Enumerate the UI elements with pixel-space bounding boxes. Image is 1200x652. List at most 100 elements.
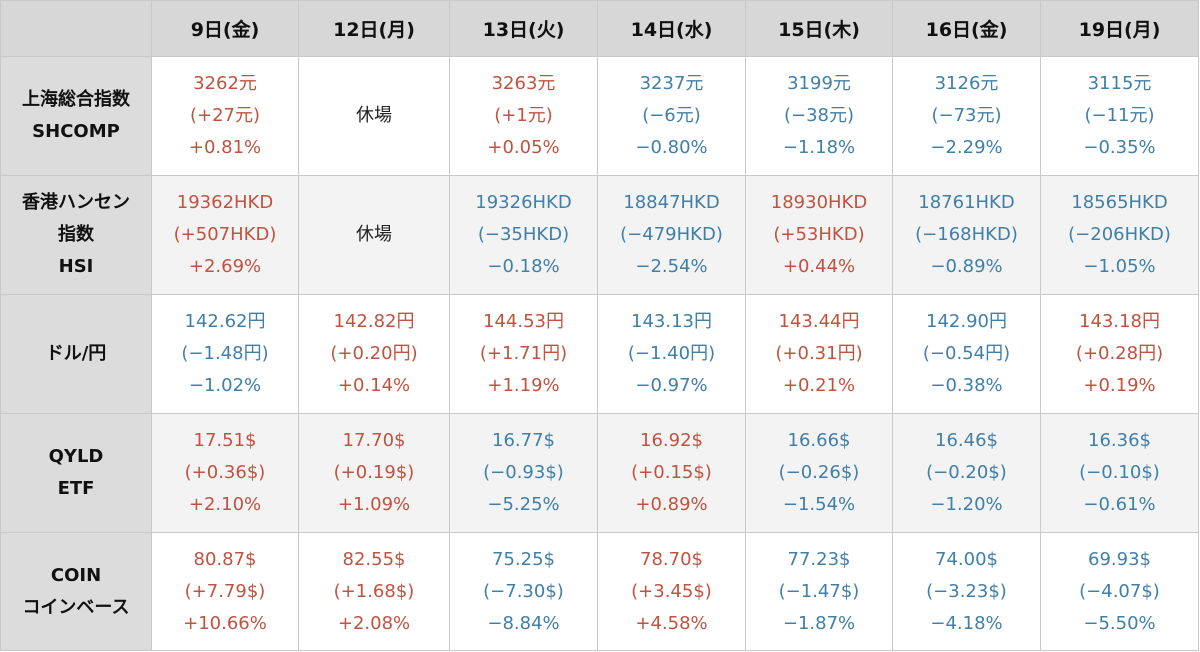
row-label-line: コインベース [22,596,130,618]
change-percent: −2.54% [635,256,708,277]
change-percent: +2.69% [188,256,262,277]
data-cell: 19362HKD (+507HKD) +2.69% [151,175,299,295]
data-cell: 77.23$ (−1.47$) −1.87% [745,532,893,651]
change-value: (+507HKD) [173,224,277,245]
change-percent: +0.19% [1083,375,1156,396]
data-cell: 休場 [298,175,450,295]
table-body: 上海総合指数 SHCOMP 3262元 (+27元) +0.81% 休場 3263元 (+1元… [0,56,1199,651]
data-cell: 18761HKD (−168HKD) −0.89% [892,175,1041,295]
price-value: 18761HKD [918,192,1015,213]
change-value: (−3.23$) [926,580,1007,602]
change-percent: −1.20% [930,494,1003,515]
market-closed-label: 休場 [356,105,392,126]
change-percent: −4.18% [930,612,1003,634]
change-value: (+0.20円) [330,343,418,364]
data-cell: 82.55$ (+1.68$) +2.08% [298,532,450,651]
change-percent: +0.05% [487,137,560,158]
change-percent: −8.84% [487,612,560,634]
price-value: 143.18円 [1079,311,1160,332]
data-cell: 69.93$ (−4.07$) −5.50% [1040,532,1199,651]
change-percent: +10.66% [183,612,267,634]
change-value: (−0.20$) [926,462,1007,483]
change-percent: +0.81% [188,137,262,158]
data-cell: 143.18円 (+0.28円) +0.19% [1040,294,1199,414]
price-value: 142.62円 [184,311,266,332]
price-value: 19326HKD [475,192,572,213]
price-value: 16.36$ [1088,430,1151,451]
change-value: (+0.31円) [775,343,863,364]
change-percent: −0.38% [930,375,1003,396]
data-cell: 17.51$ (+0.36$) +2.10% [151,413,299,533]
data-cell: 16.66$ (−0.26$) −1.54% [745,413,893,533]
change-value: (−1.47$) [778,580,860,602]
change-percent: −5.25% [487,494,560,515]
change-percent: +0.14% [337,375,411,396]
change-percent: −0.18% [487,256,560,277]
data-cell: 78.70$ (+3.45$) +4.58% [597,532,746,651]
price-value: 142.90円 [926,311,1007,332]
row-label-line: 指数 [58,224,94,245]
data-cell: 3126元 (−73元) −2.29% [892,56,1041,176]
column-header: 13日(火) [449,0,598,57]
change-value: (−4.07$) [1079,580,1160,602]
data-cell: 16.36$ (−0.10$) −0.61% [1040,413,1199,533]
change-percent: +1.19% [487,375,560,396]
price-value: 69.93$ [1088,548,1151,570]
change-percent: −0.80% [635,137,708,158]
row-label-line: COIN [50,564,102,586]
data-cell: 3237元 (−6元) −0.80% [597,56,746,176]
data-cell: 75.25$ (−7.30$) −8.84% [449,532,598,651]
data-cell: 3262元 (+27元) +0.81% [151,56,299,176]
change-percent: −0.89% [930,256,1003,277]
change-percent: −0.61% [1083,494,1156,515]
price-value: 78.70$ [640,548,703,570]
data-cell: 142.90円 (−0.54円) −0.38% [892,294,1041,414]
price-value: 17.51$ [193,430,257,451]
price-value: 74.00$ [935,548,998,570]
data-cell: 144.53円 (+1.71円) +1.19% [449,294,598,414]
table-row: COIN コインベース 80.87$ (+7.79$) +10.66% 82.55$ (+1… [0,532,1199,651]
price-value: 3262元 [193,73,257,94]
price-value: 3199元 [787,73,851,94]
price-value: 77.23$ [787,548,851,570]
data-cell: 18847HKD (−479HKD) −2.54% [597,175,746,295]
change-value: (+53HKD) [773,224,865,245]
column-header: 19日(月) [1040,0,1199,57]
price-value: 16.92$ [640,430,703,451]
change-percent: −0.97% [635,375,708,396]
change-percent: −0.35% [1083,137,1156,158]
change-value: (+3.45$) [631,580,712,602]
change-value: (+0.36$) [184,462,266,483]
data-cell: 80.87$ (+7.79$) +10.66% [151,532,299,651]
data-cell: 142.82円 (+0.20円) +0.14% [298,294,450,414]
data-cell: 18930HKD (+53HKD) +0.44% [745,175,893,295]
change-percent: +0.89% [635,494,708,515]
change-percent: +1.09% [337,494,411,515]
row-label: QYLD ETF [0,413,152,533]
data-cell: 19326HKD (−35HKD) −0.18% [449,175,598,295]
price-value: 144.53円 [483,311,564,332]
price-value: 143.13円 [631,311,712,332]
change-value: (+0.19$) [333,462,415,483]
change-value: (−38元) [783,105,855,126]
table-row: 香港ハンセン 指数 HSI 19362HKD (+507HKD) +2.69% 休場 1932… [0,175,1199,295]
column-header: 12日(月) [298,0,450,57]
change-percent: −1.02% [188,375,262,396]
data-cell: 3115元 (−11元) −0.35% [1040,56,1199,176]
price-value: 18847HKD [623,192,720,213]
change-percent: +2.08% [337,612,411,634]
price-value: 142.82円 [333,311,415,332]
change-value: (−0.10$) [1079,462,1160,483]
change-percent: −1.87% [782,612,856,634]
price-value: 3263元 [491,73,556,94]
change-value: (−206HKD) [1068,224,1171,245]
column-header: 16日(金) [892,0,1041,57]
row-label: 上海総合指数 SHCOMP [0,56,152,176]
change-percent: −1.54% [782,494,856,515]
change-percent: −1.18% [782,137,856,158]
price-value: 17.70$ [342,430,406,451]
change-value: (+7.79$) [184,580,266,602]
change-value: (+1.68$) [333,580,415,602]
data-cell: 74.00$ (−3.23$) −4.18% [892,532,1041,651]
change-value: (−479HKD) [620,224,723,245]
